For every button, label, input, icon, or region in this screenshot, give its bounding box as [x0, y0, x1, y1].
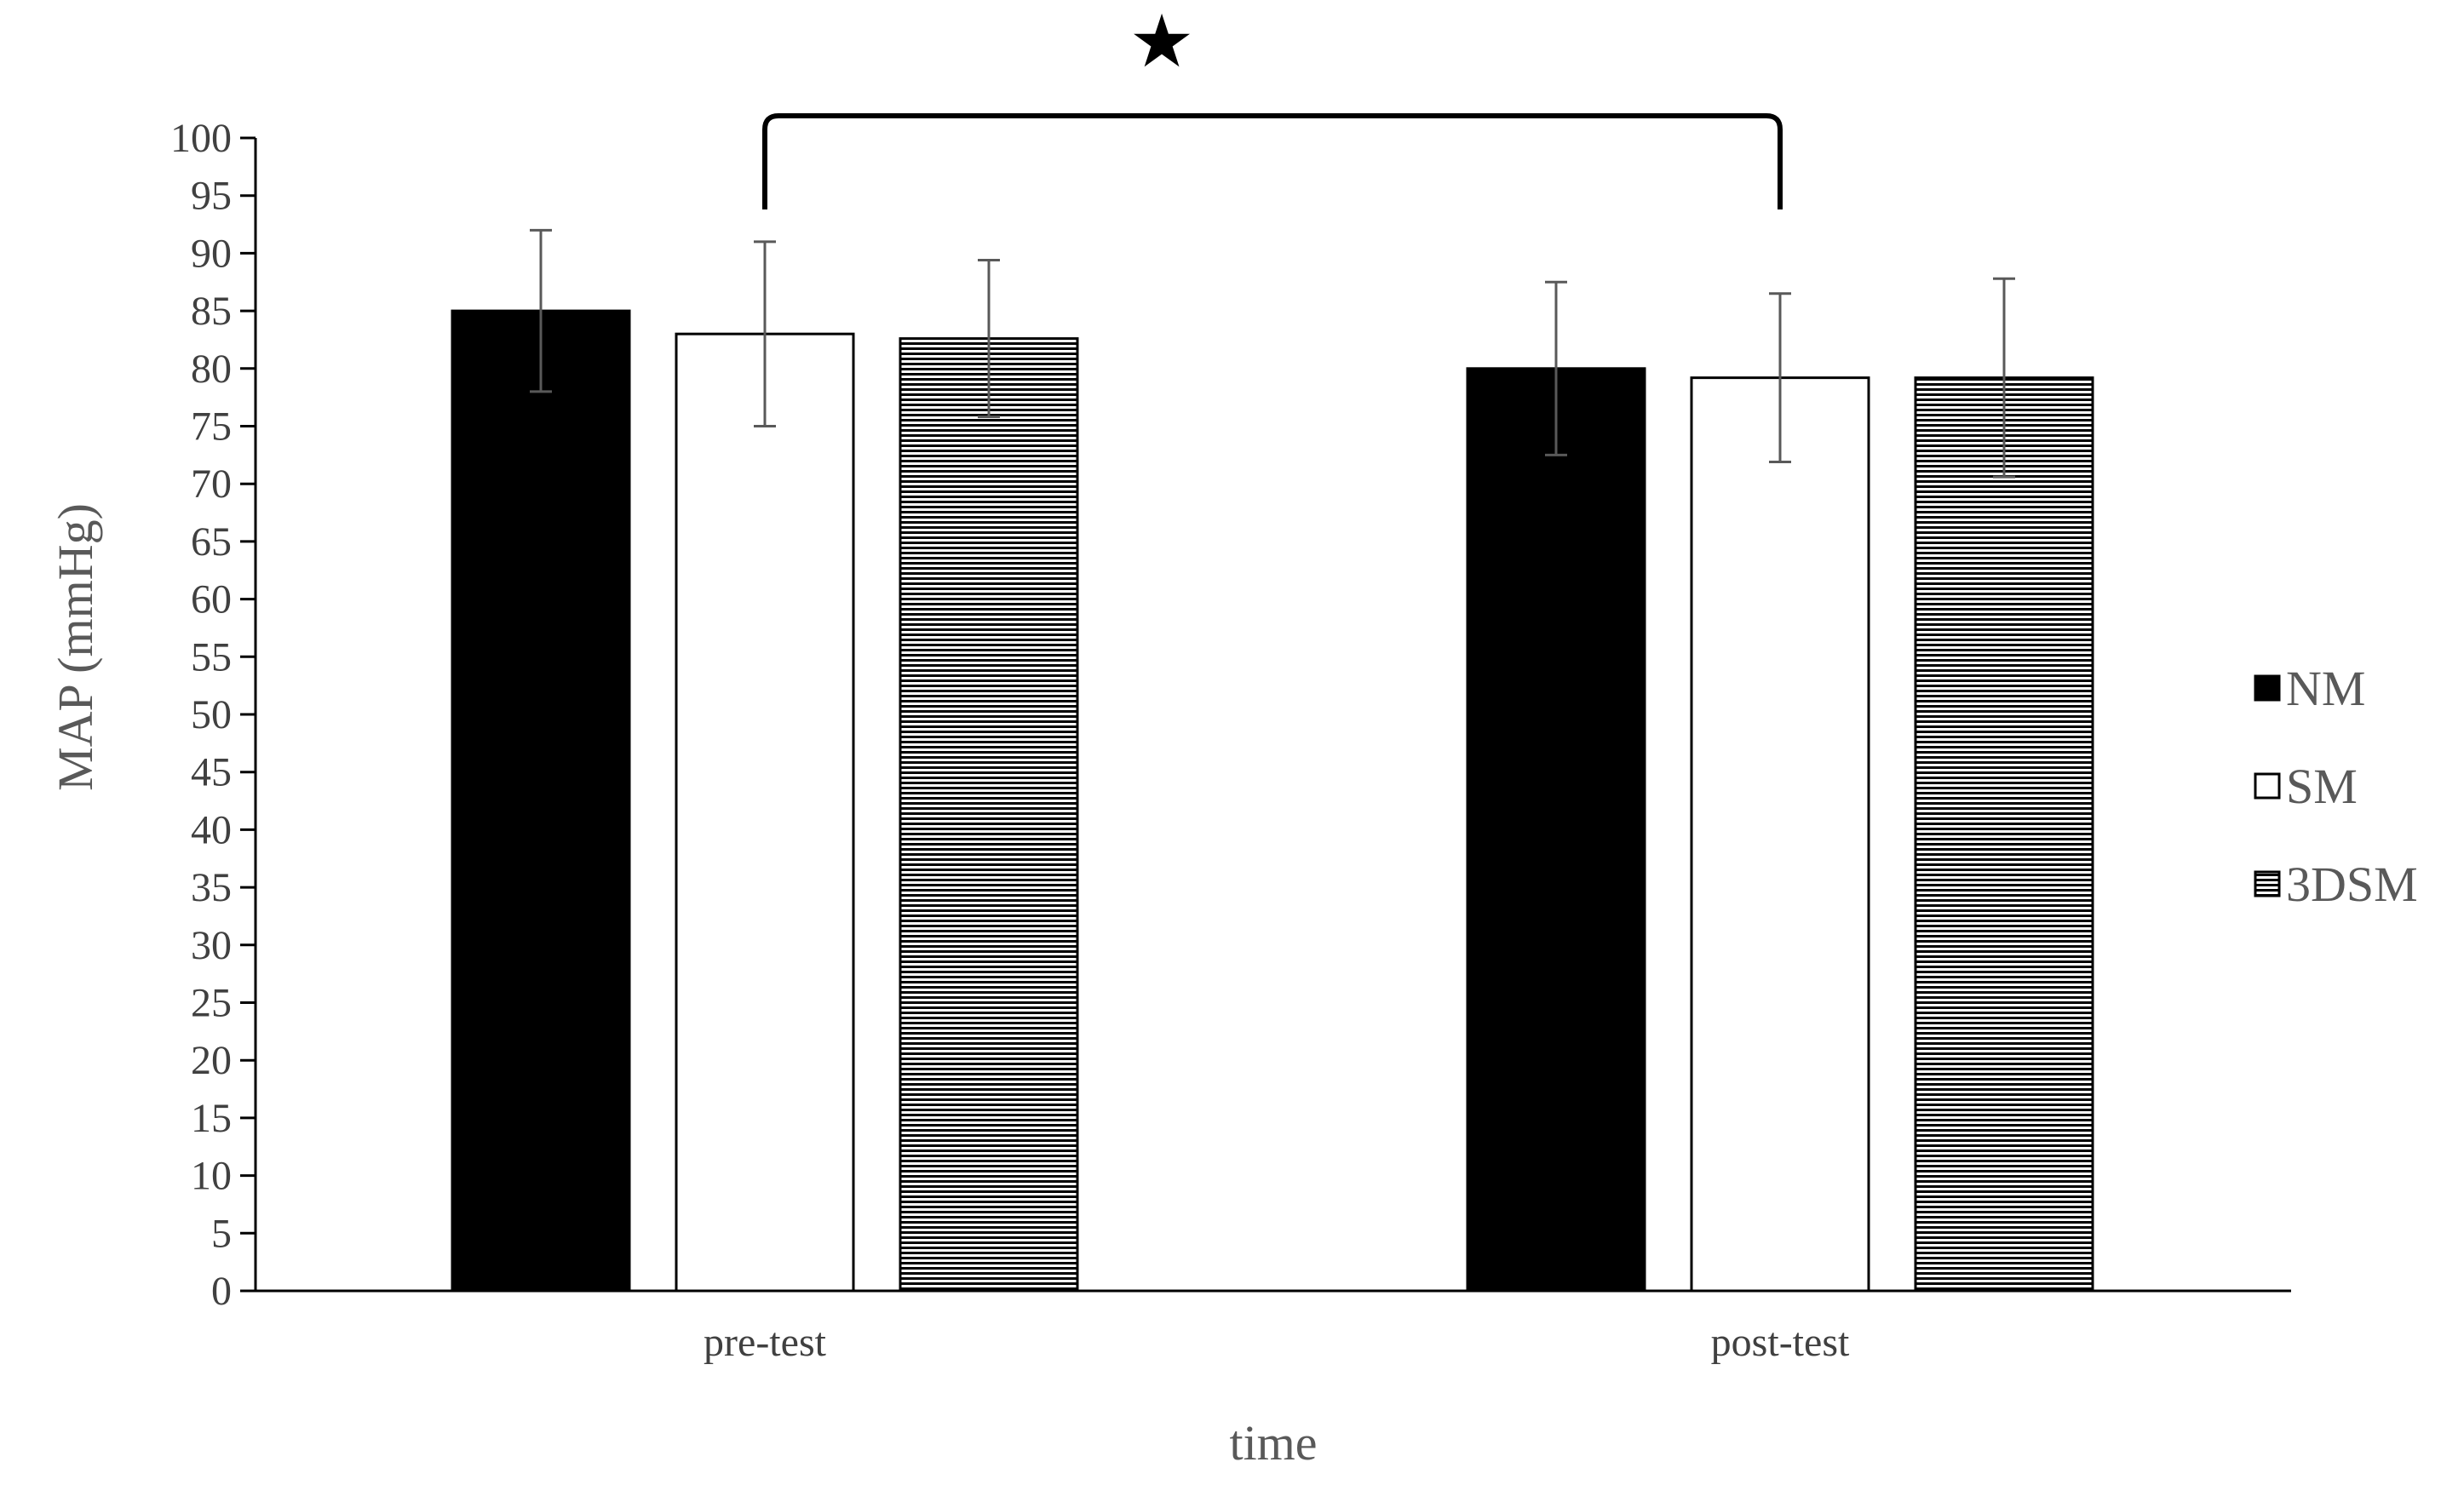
significance-star: ★: [1129, 0, 1194, 84]
error-bar-sm-post-test: [1769, 292, 1791, 463]
legend-label: NM: [2286, 661, 2365, 716]
error-bar-3dsm-post-test: [1993, 277, 2015, 479]
y-tick-label: 30: [191, 923, 232, 968]
y-tick-label: 90: [191, 231, 232, 276]
error-bar-sm-pre-test: [754, 240, 776, 427]
y-tick-label: 80: [191, 347, 232, 392]
error-bars: [530, 228, 2015, 479]
y-tick-label: 45: [191, 750, 232, 795]
y-tick-label: 70: [191, 462, 232, 507]
y-tick-label: 60: [191, 577, 232, 622]
bars: [451, 309, 2094, 1293]
error-bar-nm-post-test: [1545, 280, 1567, 456]
annotations: ★: [762, 0, 1783, 209]
y-tick-label: 35: [191, 865, 232, 910]
y-tick-label: 50: [191, 692, 232, 737]
y-axis-title: MAP (mmHg): [48, 503, 103, 791]
y-tick-label: 5: [211, 1211, 232, 1256]
y-tick-label: 0: [211, 1269, 232, 1314]
significance-bracket: [762, 113, 1783, 209]
y-tick-label: 100: [170, 116, 232, 161]
y-tick-label: 95: [191, 174, 232, 219]
x-axis-title: time: [1229, 1415, 1317, 1471]
legend: NM SM 3DSM: [2254, 661, 2418, 912]
bar-3dsm-pre-test: [899, 337, 1079, 1293]
y-tick-label: 15: [191, 1096, 232, 1141]
y-tick-label: 65: [191, 519, 232, 565]
y-tick-label: 85: [191, 289, 232, 334]
bar-sm-post-test: [1690, 376, 1870, 1293]
legend-label: 3DSM: [2286, 857, 2418, 912]
x-tick-label: post-test: [1711, 1320, 1850, 1365]
error-bar-nm-pre-test: [530, 228, 552, 393]
y-tick-label: 40: [191, 807, 232, 852]
y-axis: 0 5 10 15 20 25 30 35 40 45 50 55 60 65 70 75 80 85 90 95 10…: [170, 116, 257, 1314]
y-tick-label: 25: [191, 981, 232, 1026]
x-axis: pre-test post-test: [240, 1289, 2291, 1365]
legend-swatch: [2254, 772, 2281, 800]
error-bar-3dsm-pre-test: [978, 259, 1000, 419]
legend-swatch: [2254, 870, 2281, 897]
y-tick-label: 55: [191, 634, 232, 679]
legend-item-nm: NM: [2254, 661, 2365, 716]
legend-swatch: [2254, 674, 2281, 702]
y-tick-label: 75: [191, 404, 232, 450]
y-tick-label: 20: [191, 1038, 232, 1083]
bar-3dsm-post-test: [1914, 376, 2094, 1293]
legend-item-sm: SM: [2254, 759, 2358, 814]
legend-label: SM: [2286, 759, 2358, 814]
x-tick-label: pre-test: [704, 1320, 827, 1365]
y-tick-label: 10: [191, 1154, 232, 1199]
bar-sm-pre-test: [675, 332, 855, 1293]
bar-nm-post-test: [1466, 367, 1646, 1293]
legend-item-3dsm: 3DSM: [2254, 857, 2418, 912]
bar-nm-pre-test: [451, 309, 631, 1293]
